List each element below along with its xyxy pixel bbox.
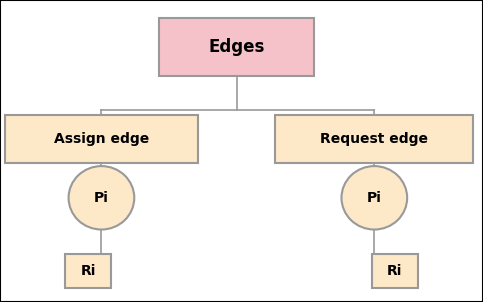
- FancyBboxPatch shape: [65, 254, 111, 288]
- Text: Edges: Edges: [209, 38, 265, 56]
- FancyBboxPatch shape: [372, 254, 418, 288]
- Text: Pi: Pi: [367, 191, 382, 205]
- Text: Ri: Ri: [387, 264, 402, 278]
- Text: Assign edge: Assign edge: [54, 132, 149, 146]
- FancyBboxPatch shape: [159, 18, 314, 76]
- FancyBboxPatch shape: [5, 115, 198, 163]
- FancyBboxPatch shape: [275, 115, 473, 163]
- Ellipse shape: [69, 166, 134, 230]
- Text: Pi: Pi: [94, 191, 109, 205]
- Text: Request edge: Request edge: [320, 132, 428, 146]
- Text: Ri: Ri: [81, 264, 96, 278]
- Ellipse shape: [341, 166, 407, 230]
